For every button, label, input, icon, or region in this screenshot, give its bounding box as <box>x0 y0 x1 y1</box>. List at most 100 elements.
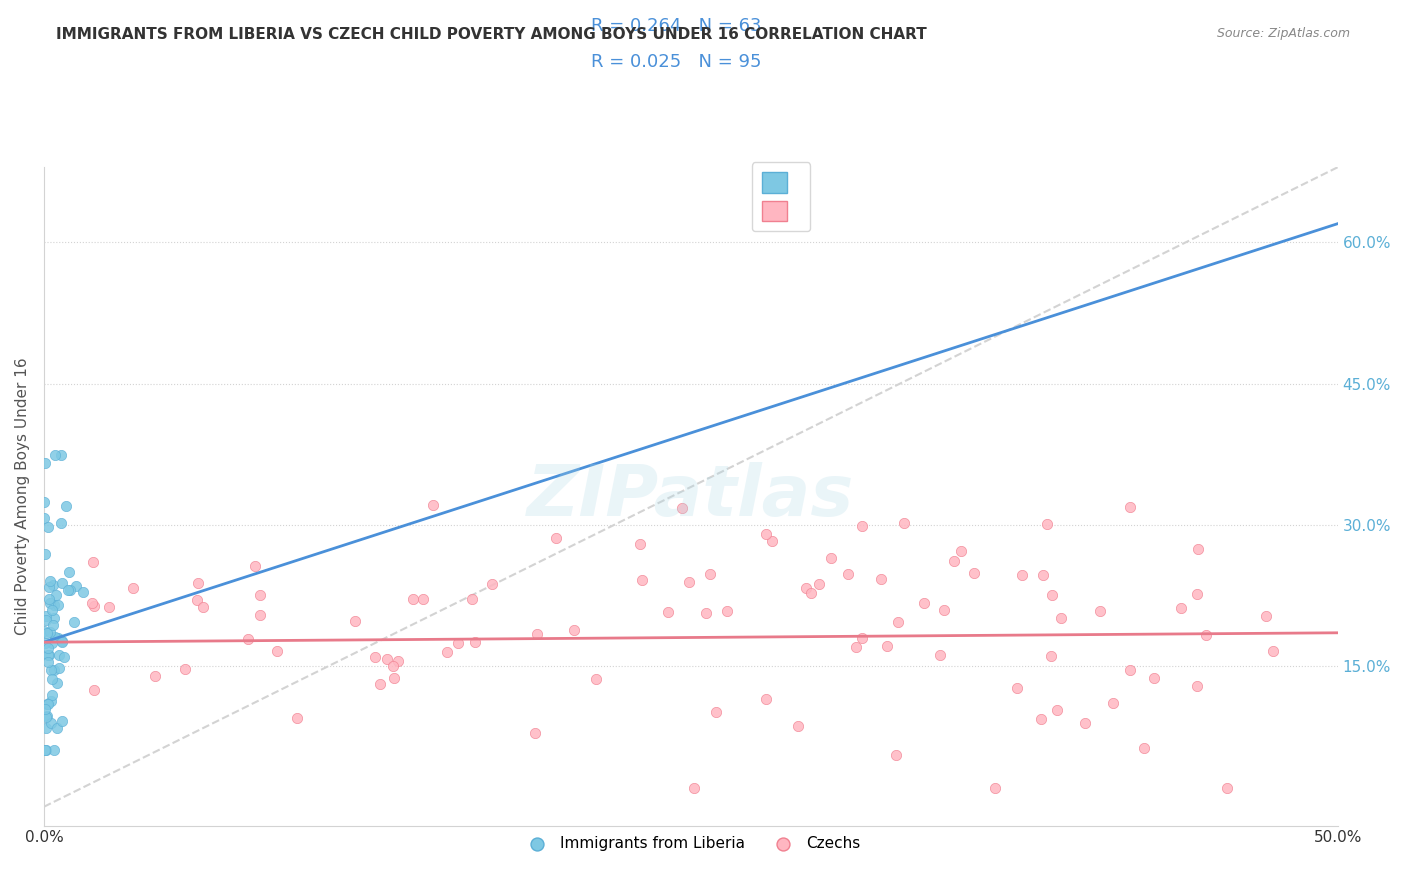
Point <box>837 567 859 582</box>
Point <box>671 500 693 515</box>
Point <box>37 697 59 711</box>
Point <box>35 609 58 624</box>
Point <box>1073 715 1095 730</box>
Point <box>884 747 907 762</box>
Point <box>39 596 62 610</box>
Point <box>963 566 986 580</box>
Point <box>97 599 120 614</box>
Point <box>35 626 58 640</box>
Point <box>695 606 717 620</box>
Point <box>34 636 56 650</box>
Text: R = 0.025   N = 95: R = 0.025 N = 95 <box>591 53 761 70</box>
Point <box>53 650 76 665</box>
Point <box>82 596 104 610</box>
Point <box>1254 609 1277 624</box>
Point <box>787 719 810 733</box>
Point <box>51 634 73 648</box>
Point <box>285 711 308 725</box>
Point <box>402 592 425 607</box>
Point <box>382 671 405 685</box>
Point <box>887 615 910 629</box>
Point <box>1040 588 1063 602</box>
Point <box>755 527 778 541</box>
Point <box>35 710 58 724</box>
Point <box>1133 740 1156 755</box>
Point <box>48 648 70 663</box>
Point <box>1050 611 1073 625</box>
Point <box>364 649 387 664</box>
Y-axis label: Child Poverty Among Boys Under 16: Child Poverty Among Boys Under 16 <box>15 358 30 635</box>
Point <box>38 592 60 607</box>
Point <box>266 644 288 658</box>
Point <box>526 627 548 641</box>
Point <box>41 688 63 702</box>
Point <box>32 624 55 638</box>
Point <box>58 565 80 579</box>
Point <box>51 576 73 591</box>
Point <box>943 554 966 568</box>
Text: Source: ZipAtlas.com: Source: ZipAtlas.com <box>1216 27 1350 40</box>
Point <box>38 648 60 663</box>
Point <box>44 630 66 644</box>
Point <box>35 743 58 757</box>
Point <box>38 625 60 640</box>
Point <box>45 588 67 602</box>
Point <box>949 544 972 558</box>
Point <box>42 611 65 625</box>
Point <box>37 640 59 655</box>
Point <box>42 577 65 591</box>
Point <box>249 588 271 602</box>
Point <box>761 534 783 549</box>
Point <box>174 662 197 676</box>
Point <box>143 669 166 683</box>
Point <box>912 596 935 610</box>
Point <box>38 580 60 594</box>
Point <box>49 516 72 530</box>
Point <box>72 585 94 599</box>
Point <box>422 498 444 512</box>
Point <box>42 617 65 632</box>
Point <box>800 586 823 600</box>
Point <box>344 614 367 628</box>
Point <box>1029 712 1052 726</box>
Point <box>41 603 63 617</box>
Point <box>44 664 66 678</box>
Point <box>51 714 73 728</box>
Point <box>678 574 700 589</box>
Point <box>464 635 486 649</box>
Legend: Immigrants from Liberia, Czechs: Immigrants from Liberia, Czechs <box>516 830 866 857</box>
Point <box>39 716 62 731</box>
Point <box>83 599 105 613</box>
Point <box>699 566 721 581</box>
Point <box>870 572 893 586</box>
Point <box>34 547 56 561</box>
Point <box>934 603 956 617</box>
Point <box>42 743 65 757</box>
Point <box>41 664 63 678</box>
Point <box>716 604 738 618</box>
Point <box>45 721 67 735</box>
Point <box>436 645 458 659</box>
Point <box>1194 628 1216 642</box>
Point <box>1185 587 1208 601</box>
Point <box>122 581 145 595</box>
Point <box>524 726 547 740</box>
Point <box>1143 671 1166 685</box>
Point <box>1005 681 1028 696</box>
Point <box>755 691 778 706</box>
Point <box>381 658 404 673</box>
Point <box>56 583 79 598</box>
Point <box>187 576 209 591</box>
Point <box>1036 517 1059 532</box>
Point <box>37 655 59 669</box>
Point <box>59 582 82 597</box>
Point <box>1039 649 1062 664</box>
Point <box>41 672 63 686</box>
Point <box>34 457 56 471</box>
Point <box>193 599 215 614</box>
Point <box>1088 604 1111 618</box>
Point <box>83 682 105 697</box>
Point <box>34 743 56 757</box>
Point <box>562 624 585 638</box>
Point <box>243 559 266 574</box>
